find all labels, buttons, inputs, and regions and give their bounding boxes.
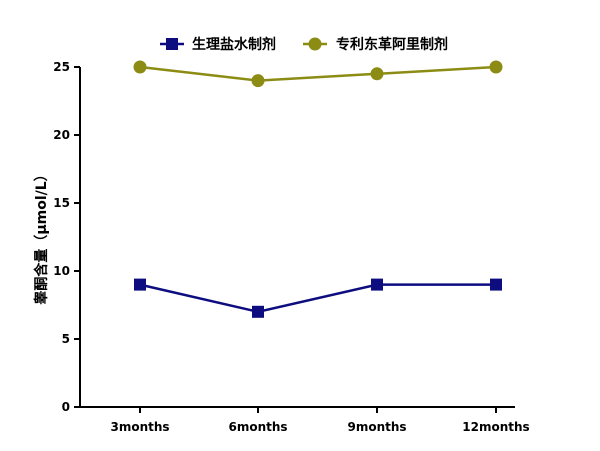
y-tick-label: 5 — [62, 332, 70, 346]
data-point-circle — [370, 67, 384, 81]
x-tick-label: 3months — [110, 420, 169, 434]
data-point-square — [252, 305, 264, 318]
x-tick-label: 12months — [462, 420, 529, 434]
legend-label: 专利东革阿里制剂 — [336, 36, 448, 53]
data-point-circle — [133, 60, 147, 74]
x-tick-label: 6months — [228, 420, 287, 434]
y-tick-label: 15 — [53, 196, 70, 210]
series-line — [139, 283, 496, 314]
y-tick-label: 0 — [62, 400, 70, 414]
y-axis-title: 睾酮含量（μmol/L） — [33, 167, 50, 304]
x-tick-label: 9months — [347, 420, 406, 434]
legend: 生理盐水制剂 专利东革阿里制剂 — [160, 36, 448, 53]
y-tick-label: 20 — [53, 128, 70, 142]
data-point-square — [490, 278, 502, 291]
data-point-square — [371, 278, 383, 291]
x-axis: 3months 6months 9months 12months — [80, 406, 530, 434]
series-line — [139, 65, 497, 82]
series-1 — [134, 278, 502, 318]
series-layer — [133, 60, 503, 318]
legend-marker-circle — [308, 37, 322, 51]
y-tick-label: 25 — [53, 60, 70, 74]
data-point-circle — [251, 74, 265, 88]
y-axis: 0 5 10 15 20 25 — [53, 60, 81, 414]
series-2 — [133, 60, 503, 88]
data-point-square — [134, 278, 146, 291]
legend-item: 专利东革阿里制剂 — [303, 36, 448, 53]
y-tick-label: 10 — [53, 264, 70, 278]
data-point-circle — [489, 60, 503, 74]
legend-label: 生理盐水制剂 — [192, 36, 276, 53]
legend-item: 生理盐水制剂 — [160, 36, 276, 53]
legend-marker-square — [166, 38, 178, 50]
